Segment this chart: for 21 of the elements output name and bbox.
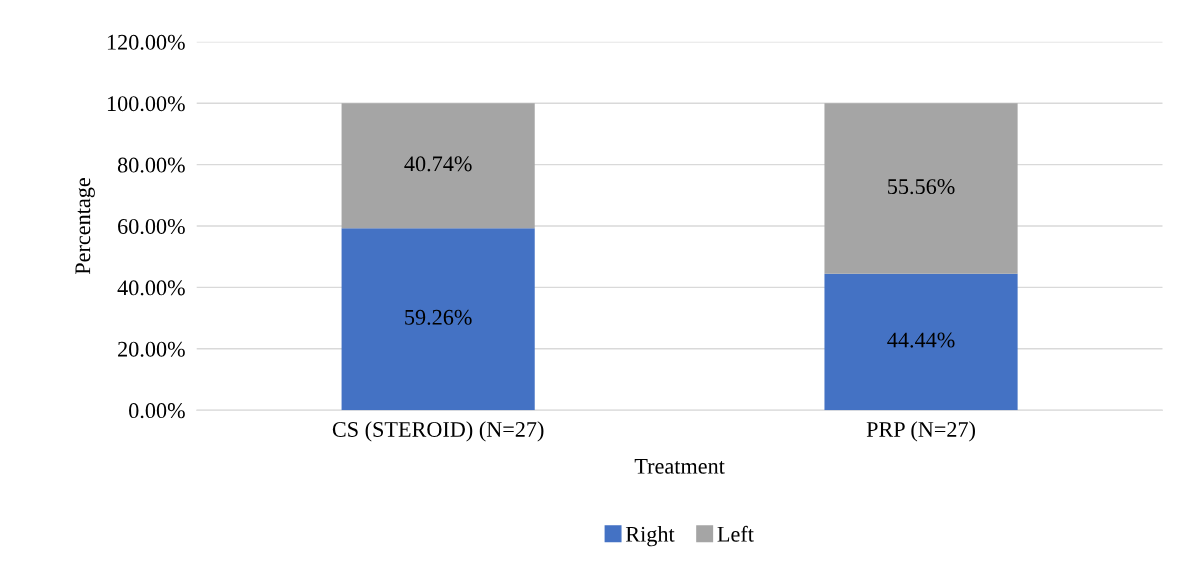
bar xyxy=(824,273,1018,411)
y-tick-label: 80.00% xyxy=(117,157,185,173)
legend-label: Right xyxy=(625,526,675,547)
y-axis-title: Percentage xyxy=(75,178,95,275)
legend-label: Left xyxy=(717,525,754,542)
y-tick-label: 100.00% xyxy=(107,96,185,112)
data-label: 55.56% xyxy=(888,179,955,195)
data-label: 59.26% xyxy=(405,309,472,325)
x-tick-label: CS (STEROID) (N=27) xyxy=(332,421,544,442)
y-tick-label: 0.00% xyxy=(129,403,185,419)
y-tick-label: 120.00% xyxy=(107,34,185,50)
x-tick-label: PRP (N=27) xyxy=(866,421,975,442)
y-tick-label: 20.00% xyxy=(118,341,185,357)
y-tick-label: 40.00% xyxy=(117,280,185,296)
data-label: 40.74% xyxy=(404,156,472,172)
data-label: 44.44% xyxy=(887,332,955,348)
x-axis-title: Treatment xyxy=(634,458,725,474)
bar xyxy=(824,103,1018,274)
y-tick-label: 60.00% xyxy=(118,218,185,235)
bar xyxy=(341,228,535,411)
bar xyxy=(341,103,535,229)
